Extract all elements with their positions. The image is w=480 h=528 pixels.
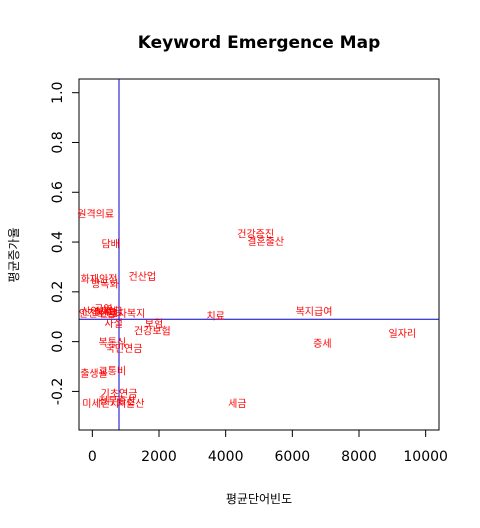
keyword-point: 국민연금 (106, 343, 143, 355)
y-tick-label: 0.2 (50, 281, 66, 303)
y-tick-label: 0.4 (50, 231, 66, 253)
keyword-point: 원격의료 (77, 208, 114, 221)
keyword-point: 저출산 (117, 398, 145, 410)
x-tick-label: 8000 (341, 449, 377, 465)
x-tick-label: 0 (88, 449, 97, 465)
keyword-point: 보험 (145, 318, 163, 330)
keyword-point: 건강증진 (237, 229, 274, 241)
keyword-point: 안전보험 (79, 308, 116, 320)
keyword-point: 복지급여 (296, 306, 333, 318)
keyword-point: 화재안전 (81, 273, 118, 285)
keyword-point: 미세먼지 (82, 398, 119, 410)
keyword-point: 근로자복지 (99, 308, 145, 320)
keyword-point: 증세 (313, 338, 331, 350)
keyword-point: 방폭화 (91, 278, 119, 290)
keyword-point: 건강보험 (134, 326, 171, 338)
y-axis-label: 평균증가율 (7, 227, 21, 282)
y-tick-label: -0.2 (50, 378, 66, 405)
keyword-point: 출생율 (80, 368, 108, 380)
plot-frame (78, 78, 440, 431)
keyword-point: 금연 (94, 303, 112, 315)
keyword-point: 사설 (104, 318, 122, 330)
x-tick-label: 4000 (208, 449, 244, 465)
keyword-point: 교통비 (99, 366, 127, 378)
x-tick-label: 2000 (141, 449, 177, 465)
x-tick-label: 10000 (403, 449, 448, 465)
keyword-point: 치료 (206, 311, 224, 323)
x-axis: 0 2000 4000 6000 8000 10000 (88, 429, 448, 465)
keyword-point: 산업재해 (81, 305, 118, 318)
y-tick-label: 0.8 (50, 131, 66, 153)
keyword-point: 건산업 (129, 270, 157, 283)
keyword-point: 일자리 (389, 328, 417, 340)
y-tick-label: 1.0 (50, 82, 66, 104)
y-tick-label: 0.0 (50, 330, 66, 352)
keyword-point: 복통식 (99, 337, 127, 349)
keyword-point: 보조금 (95, 306, 123, 318)
keyword-point: 기초연금 (101, 388, 138, 400)
y-axis: -0.2 0.0 0.2 0.4 0.6 0.8 1.0 (50, 82, 80, 405)
chart-title: Keyword Emergence Map (138, 33, 380, 53)
x-axis-label: 평균단어빈도 (226, 492, 292, 506)
keyword-point: 담배 (101, 239, 119, 251)
y-tick-label: 0.6 (50, 181, 66, 203)
reference-lines (79, 79, 439, 430)
keyword-point: 정부출산 (99, 395, 136, 407)
keyword-point: 세금 (228, 398, 246, 410)
keyword-point: 결혼출산 (247, 235, 284, 248)
x-tick-label: 6000 (275, 449, 311, 465)
